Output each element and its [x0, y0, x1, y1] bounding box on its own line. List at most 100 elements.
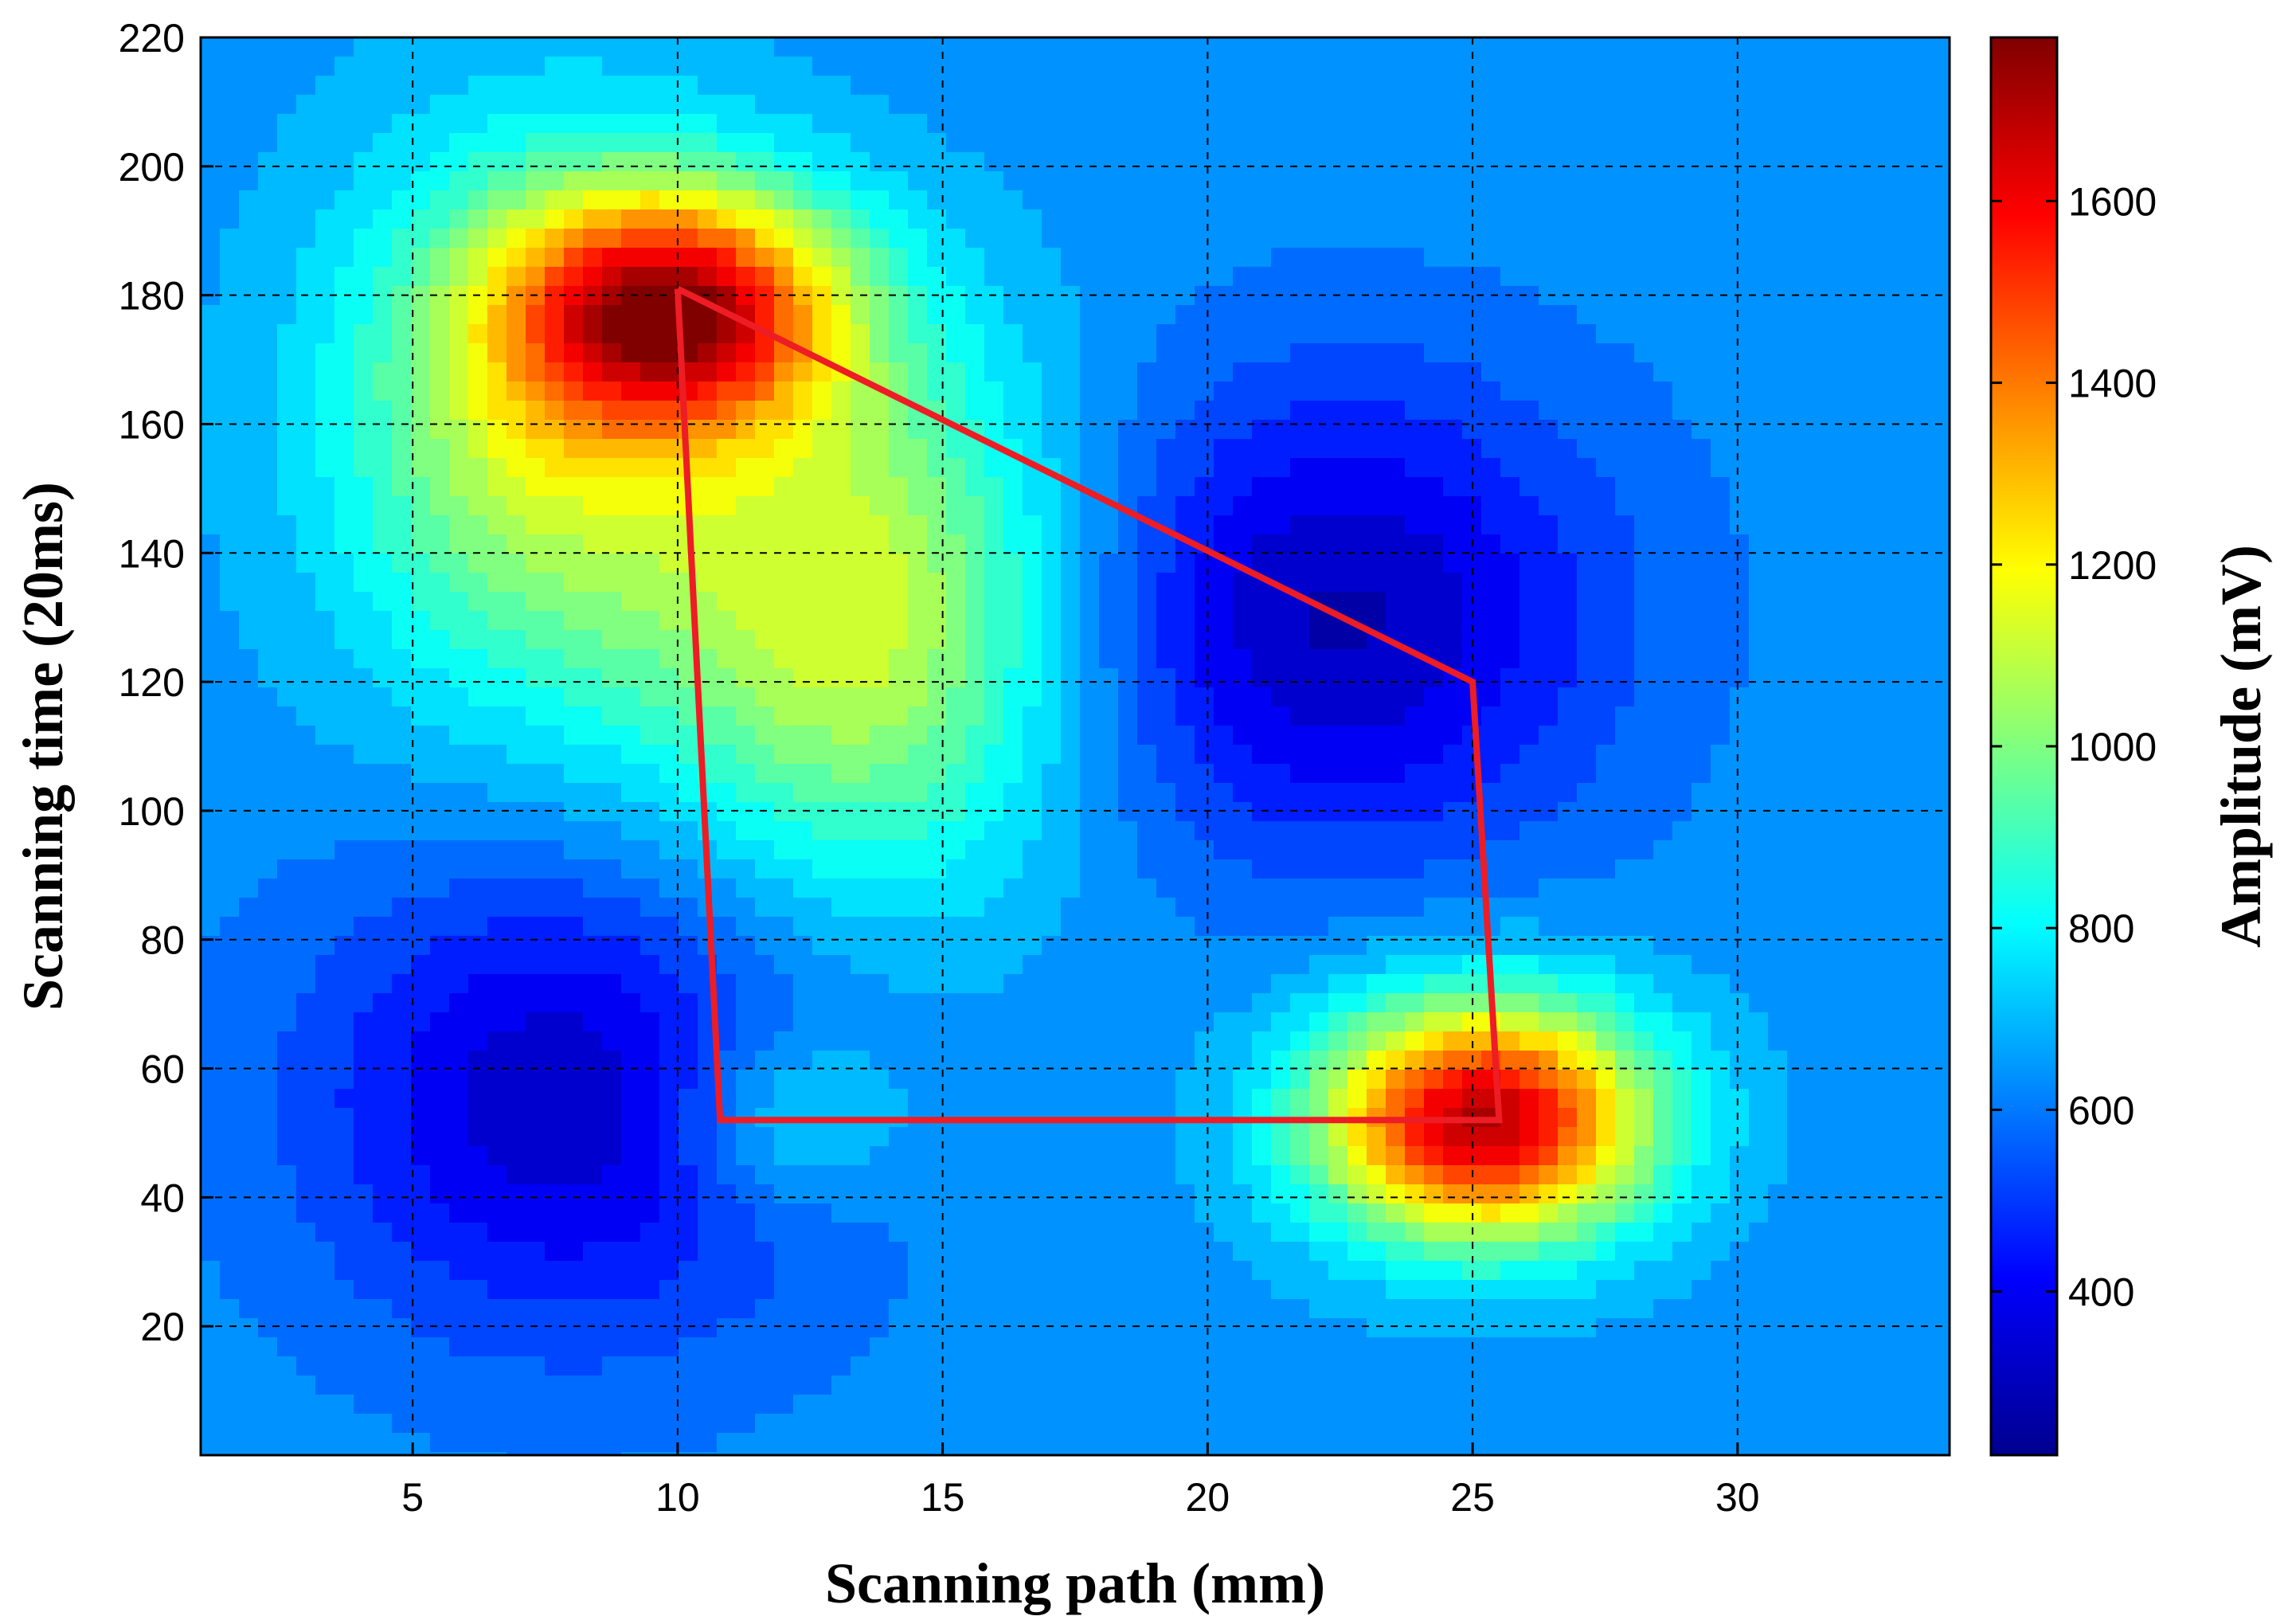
- contour-cell: [411, 76, 431, 96]
- contour-cell: [1768, 515, 1788, 535]
- contour-cell: [1596, 76, 1616, 96]
- contour-cell: [1290, 1031, 1310, 1051]
- contour-cell: [1825, 477, 1845, 497]
- contour-cell: [411, 362, 431, 382]
- contour-cell: [1711, 324, 1731, 344]
- contour-cell: [468, 324, 488, 344]
- contour-cell: [506, 267, 526, 287]
- contour-cell: [506, 764, 526, 784]
- contour-cell: [220, 1051, 240, 1070]
- contour-cell: [1175, 209, 1195, 229]
- contour-cell: [1386, 879, 1406, 898]
- contour-cell: [1424, 305, 1444, 325]
- contour-cell: [1367, 974, 1386, 994]
- contour-cell: [1233, 802, 1253, 822]
- contour-cell: [870, 37, 890, 57]
- contour-cell: [1118, 898, 1138, 918]
- contour-cell: [965, 401, 985, 421]
- contour-cell: [831, 267, 851, 287]
- contour-cell: [1080, 496, 1100, 516]
- contour-cell: [602, 362, 622, 382]
- contour-cell: [1252, 515, 1272, 535]
- contour-cell: [430, 248, 450, 268]
- contour-cell: [602, 821, 622, 841]
- contour-cell: [1405, 248, 1425, 268]
- contour-cell: [1902, 171, 1922, 191]
- contour-cell: [411, 668, 431, 688]
- contour-cell: [1290, 305, 1310, 325]
- contour-cell: [1558, 534, 1578, 554]
- contour-cell: [1711, 802, 1731, 822]
- contour-cell: [430, 324, 450, 344]
- contour-cell: [602, 687, 622, 707]
- contour-cell: [1883, 496, 1903, 516]
- contour-cell: [851, 573, 870, 593]
- contour-cell: [1749, 879, 1769, 898]
- contour-cell: [793, 592, 813, 612]
- contour-cell: [1902, 917, 1922, 937]
- contour-cell: [1328, 879, 1348, 898]
- contour-cell: [354, 37, 374, 57]
- contour-cell: [1061, 458, 1081, 478]
- contour-cell: [1825, 802, 1845, 822]
- contour-cell: [468, 515, 488, 535]
- contour-cell: [315, 382, 335, 401]
- contour-cell: [1443, 248, 1463, 268]
- contour-cell: [1328, 573, 1348, 593]
- contour-cell: [1367, 76, 1386, 96]
- contour-cell: [870, 267, 890, 287]
- contour-cell: [1386, 382, 1406, 401]
- contour-cell: [1214, 745, 1234, 765]
- contour-cell: [1883, 1012, 1903, 1032]
- contour-cell: [1386, 726, 1406, 745]
- contour-cell: [755, 898, 775, 918]
- contour-cell: [1768, 324, 1788, 344]
- contour-cell: [449, 477, 469, 497]
- contour-cell: [698, 458, 718, 478]
- contour-cell: [1864, 267, 1883, 287]
- contour-cell: [851, 209, 870, 229]
- contour-cell: [1672, 382, 1692, 401]
- contour-cell: [1730, 859, 1750, 879]
- contour-cell: [1042, 802, 1062, 822]
- contour-cell: [1233, 496, 1253, 516]
- contour-cell: [965, 190, 985, 210]
- contour-cell: [1539, 611, 1559, 631]
- contour-cell: [1940, 993, 1950, 1013]
- contour-cell: [487, 649, 507, 669]
- contour-cell: [1214, 534, 1234, 554]
- contour-cell: [870, 401, 890, 421]
- contour-cell: [984, 764, 1004, 784]
- contour-cell: [1844, 248, 1864, 268]
- contour-cell: [1921, 1031, 1941, 1051]
- contour-cell: [411, 898, 431, 918]
- contour-cell: [1080, 630, 1100, 650]
- contour-cell: [201, 687, 221, 707]
- contour-cell: [1099, 783, 1119, 803]
- contour-cell: [1080, 267, 1100, 287]
- contour-cell: [1156, 305, 1176, 325]
- contour-cell: [239, 477, 259, 497]
- contour-cell: [315, 592, 335, 612]
- contour-cell: [1634, 1012, 1654, 1032]
- contour-cell: [851, 1051, 870, 1070]
- contour-cell: [717, 1012, 737, 1032]
- contour-cell: [315, 993, 335, 1013]
- contour-cell: [908, 898, 928, 918]
- contour-cell: [1309, 554, 1329, 573]
- contour-cell: [239, 458, 259, 478]
- contour-cell: [1749, 802, 1769, 822]
- contour-cell: [392, 1031, 412, 1051]
- contour-cell: [1118, 324, 1138, 344]
- contour-cell: [1749, 706, 1769, 726]
- contour-cell: [1214, 955, 1234, 975]
- contour-cell: [1634, 898, 1654, 918]
- contour-cell: [1806, 133, 1826, 153]
- contour-cell: [1233, 649, 1253, 669]
- contour-cell: [334, 955, 354, 975]
- contour-cell: [1195, 267, 1214, 287]
- contour-cell: [1137, 687, 1157, 707]
- contour-cell: [812, 554, 832, 573]
- contour-cell: [354, 267, 374, 287]
- contour-cell: [1252, 439, 1272, 459]
